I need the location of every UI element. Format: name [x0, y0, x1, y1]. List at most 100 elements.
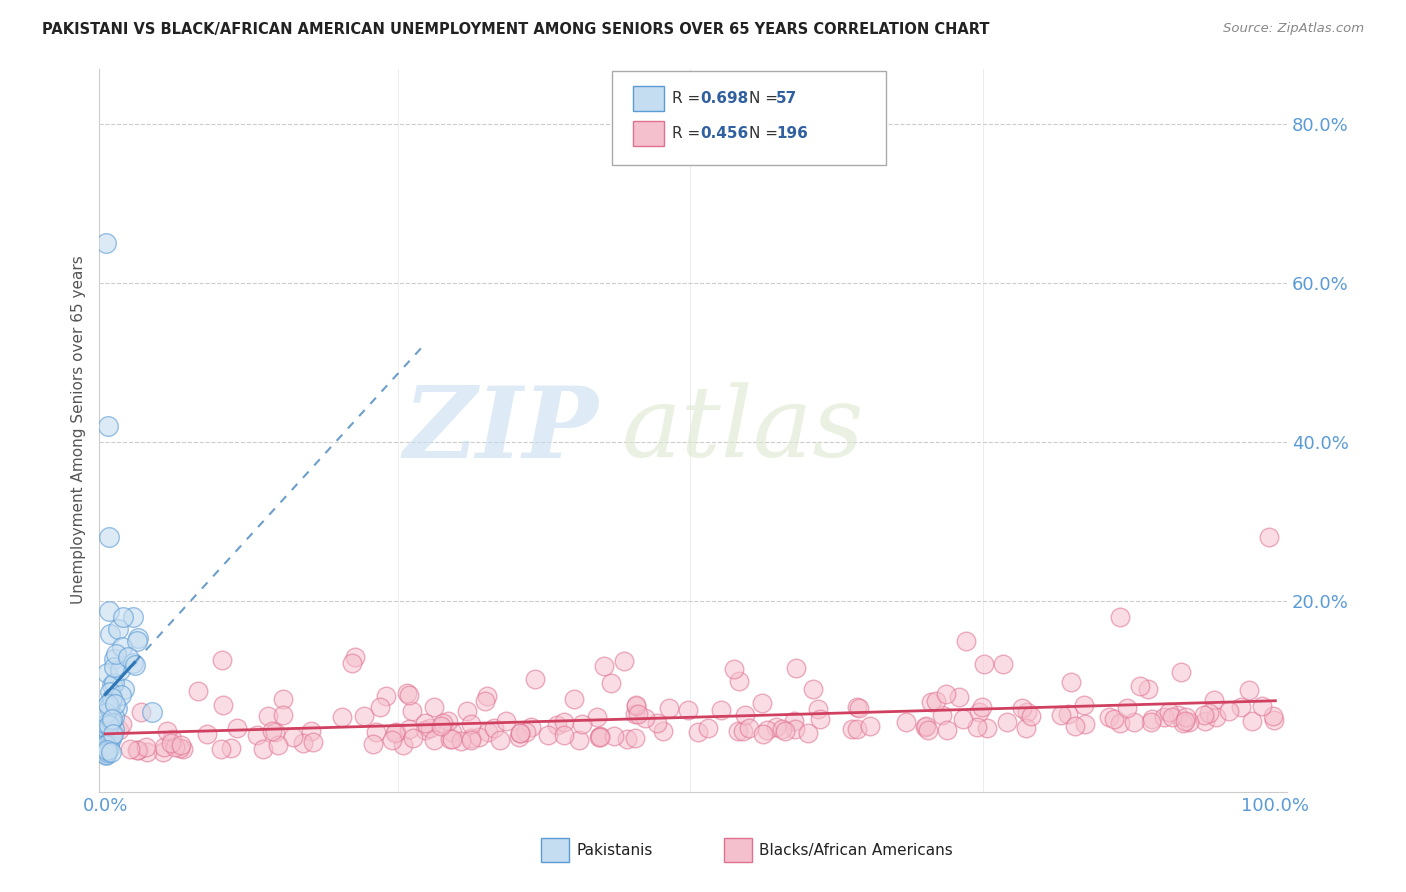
- Point: [848, 701, 870, 715]
- Point: [219, 741, 242, 756]
- Point: [129, 706, 152, 720]
- Point: [482, 722, 505, 736]
- Point: [364, 725, 387, 739]
- Point: [751, 726, 773, 740]
- Point: [807, 702, 830, 716]
- Point: [101, 678, 124, 692]
- Point: [1202, 692, 1225, 706]
- Point: [515, 724, 537, 739]
- Point: [1205, 710, 1227, 724]
- Point: [1240, 714, 1263, 729]
- Point: [197, 727, 219, 741]
- Point: [398, 688, 420, 702]
- Point: [103, 660, 125, 674]
- Point: [209, 742, 232, 756]
- Text: R =: R =: [672, 91, 706, 105]
- Point: [678, 703, 700, 717]
- Point: [1192, 708, 1215, 723]
- Point: [1170, 665, 1192, 680]
- Point: [384, 725, 406, 739]
- Point: [96, 731, 118, 746]
- Text: Blacks/African Americans: Blacks/African Americans: [759, 843, 953, 857]
- Point: [122, 657, 145, 671]
- Point: [127, 742, 149, 756]
- Point: [915, 719, 938, 733]
- Point: [344, 650, 367, 665]
- Point: [1136, 682, 1159, 697]
- Point: [652, 724, 675, 739]
- Point: [97, 530, 120, 544]
- Point: [991, 657, 1014, 671]
- Point: [96, 745, 118, 759]
- Text: ZIP: ZIP: [404, 382, 598, 478]
- Point: [136, 745, 159, 759]
- Point: [299, 723, 322, 738]
- Point: [1174, 714, 1197, 728]
- Point: [368, 700, 391, 714]
- Point: [111, 610, 134, 624]
- Point: [101, 727, 124, 741]
- Point: [756, 723, 779, 737]
- Point: [1174, 710, 1197, 724]
- Point: [931, 708, 953, 723]
- Point: [152, 745, 174, 759]
- Point: [117, 650, 139, 665]
- Point: [97, 717, 120, 731]
- Point: [508, 730, 530, 744]
- Point: [281, 730, 304, 744]
- Point: [727, 723, 749, 738]
- Text: PAKISTANI VS BLACK/AFRICAN AMERICAN UNEMPLOYMENT AMONG SENIORS OVER 65 YEARS COR: PAKISTANI VS BLACK/AFRICAN AMERICAN UNEM…: [42, 22, 990, 37]
- Point: [423, 732, 446, 747]
- Point: [375, 690, 398, 704]
- Point: [96, 717, 118, 731]
- Point: [723, 662, 745, 676]
- Point: [537, 727, 560, 741]
- Point: [1073, 698, 1095, 713]
- Point: [96, 718, 118, 732]
- Point: [973, 657, 995, 671]
- Point: [101, 712, 124, 726]
- Point: [914, 720, 936, 734]
- Point: [96, 236, 118, 251]
- Point: [460, 733, 482, 747]
- Text: Pakistanis: Pakistanis: [576, 843, 652, 857]
- Point: [765, 720, 787, 734]
- Point: [658, 701, 681, 715]
- Point: [553, 729, 575, 743]
- Point: [477, 724, 499, 739]
- Point: [734, 708, 756, 723]
- Point: [97, 604, 120, 618]
- Point: [845, 700, 868, 714]
- Point: [100, 691, 122, 706]
- Text: N =: N =: [749, 91, 783, 105]
- Point: [1229, 700, 1251, 714]
- Point: [468, 730, 491, 744]
- Bar: [541, 838, 569, 862]
- Point: [969, 706, 991, 720]
- Point: [1167, 707, 1189, 722]
- Point: [1194, 714, 1216, 728]
- Point: [112, 681, 135, 696]
- Point: [751, 696, 773, 710]
- Point: [1097, 710, 1119, 724]
- Point: [1140, 715, 1163, 730]
- Point: [1171, 715, 1194, 730]
- Point: [1198, 706, 1220, 720]
- Point: [624, 698, 647, 713]
- Point: [976, 721, 998, 735]
- Point: [263, 725, 285, 739]
- Point: [509, 726, 531, 740]
- Text: 57: 57: [776, 91, 797, 105]
- Point: [1263, 713, 1285, 727]
- Point: [96, 666, 118, 681]
- Point: [1063, 719, 1085, 733]
- Point: [475, 689, 498, 703]
- Point: [141, 705, 163, 719]
- Point: [100, 732, 122, 747]
- Point: [568, 732, 591, 747]
- Point: [418, 721, 440, 735]
- Point: [125, 743, 148, 757]
- Point: [474, 694, 496, 708]
- Point: [100, 714, 122, 728]
- Point: [1116, 700, 1139, 714]
